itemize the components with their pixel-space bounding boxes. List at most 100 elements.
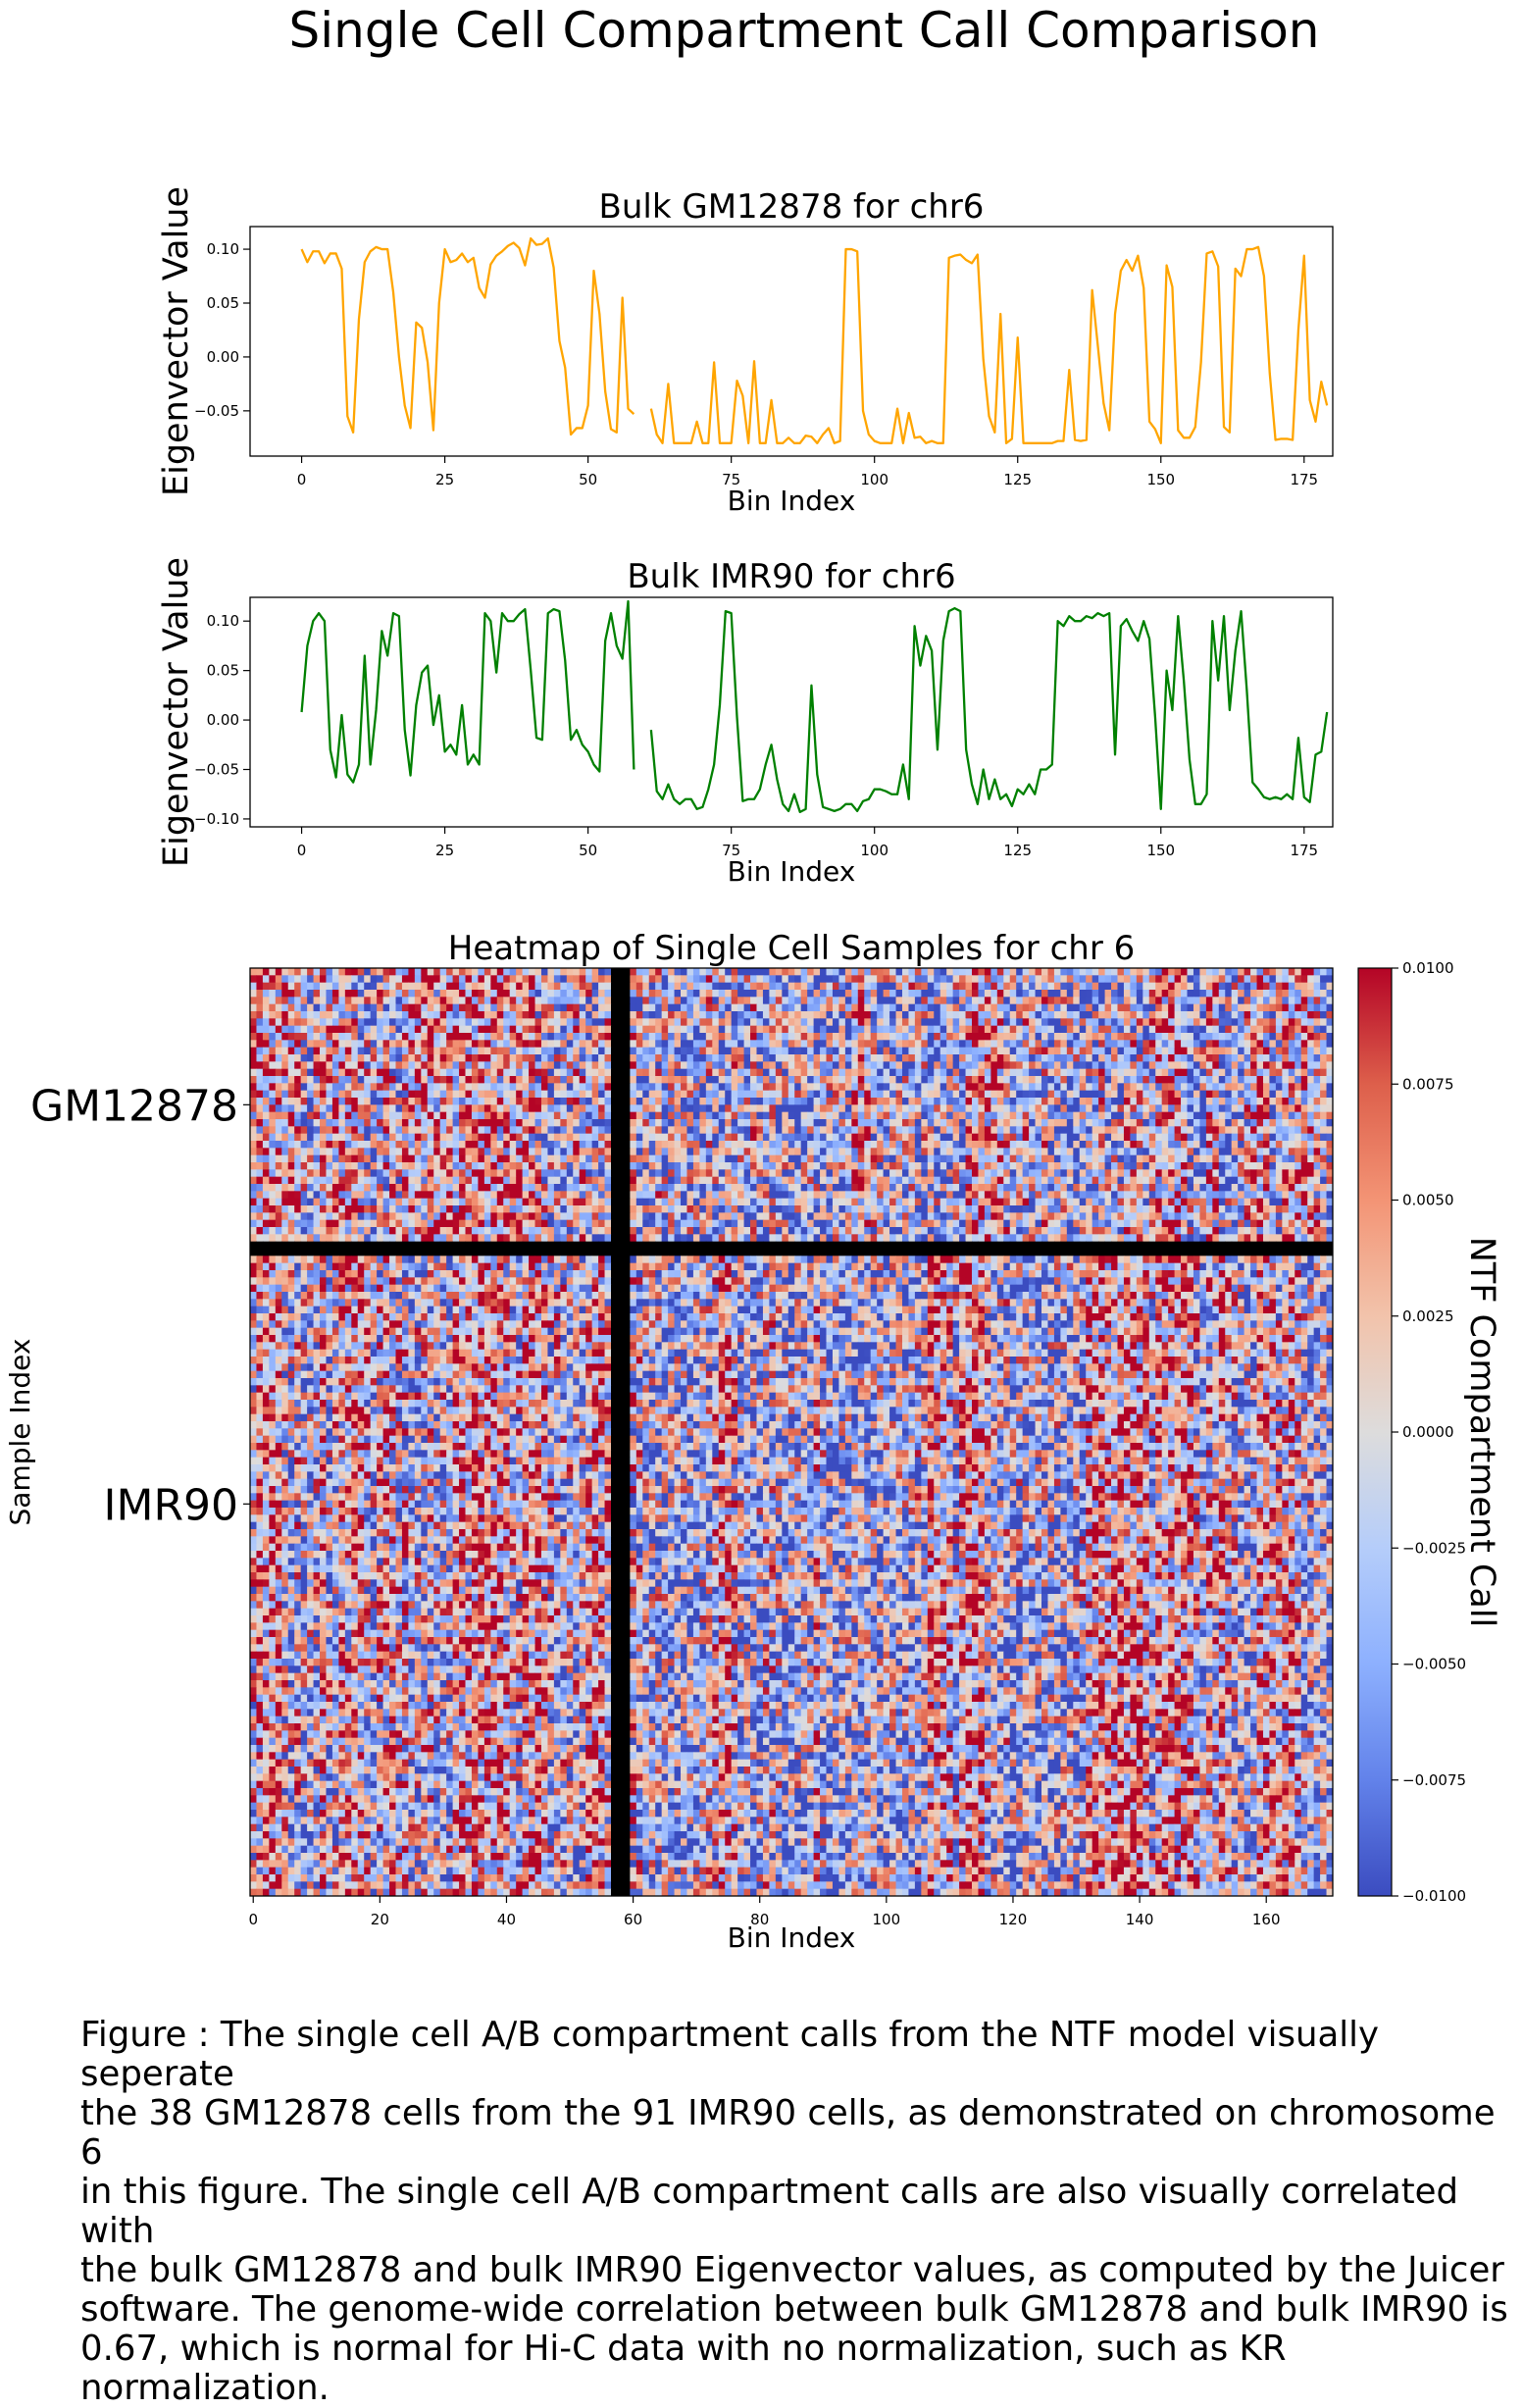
heatmap-cell — [440, 1134, 447, 1142]
heatmap-cell — [1181, 1141, 1188, 1149]
heatmap-cell — [516, 1169, 523, 1177]
heatmap-cell — [395, 1083, 402, 1091]
heatmap-cell — [1175, 1076, 1182, 1084]
heatmap-cell — [1047, 1112, 1054, 1120]
heatmap-cell — [1212, 1061, 1219, 1069]
imr90-ytick-label: 0.05 — [207, 662, 239, 680]
heatmap-cell — [389, 1126, 396, 1134]
heatmap-cell — [1067, 1048, 1074, 1055]
heatmap-cell — [472, 1076, 479, 1084]
heatmap-cell — [281, 990, 288, 998]
heatmap-cell — [871, 1011, 878, 1019]
heatmap-cell — [428, 1119, 434, 1127]
heatmap-cell — [769, 1018, 776, 1026]
heatmap-cell — [871, 1169, 878, 1177]
heatmap-cell — [358, 1011, 365, 1019]
heatmap-cell — [510, 1018, 517, 1026]
heatmap-cell — [421, 997, 428, 1004]
heatmap-cell — [1320, 1155, 1327, 1163]
heatmap-cell — [547, 983, 554, 991]
heatmap-cell — [953, 1119, 960, 1127]
heatmap-cell — [719, 975, 726, 983]
heatmap-cell — [1289, 1011, 1295, 1019]
heatmap-cell — [1225, 1091, 1232, 1099]
heatmap-cell — [326, 1104, 332, 1112]
heatmap-cell — [1111, 1018, 1118, 1026]
gm12878-line-segment — [651, 247, 1327, 443]
heatmap-cell — [769, 990, 776, 998]
heatmap-cell — [928, 1011, 935, 1019]
heatmap-cell — [1301, 1126, 1308, 1134]
heatmap-cell — [1130, 1091, 1137, 1099]
heatmap-cell — [681, 983, 687, 991]
heatmap-cell — [1314, 1011, 1321, 1019]
heatmap-cell — [529, 1169, 535, 1177]
heatmap-cell — [516, 1162, 523, 1170]
heatmap-cell — [364, 1054, 371, 1062]
heatmap-cell — [814, 1076, 821, 1084]
heatmap-cell — [732, 1134, 738, 1142]
heatmap-cell — [807, 1076, 814, 1084]
heatmap-cell — [1175, 1061, 1182, 1069]
heatmap-cell — [250, 968, 257, 976]
heatmap-cell — [884, 1119, 890, 1127]
heatmap-cell — [756, 990, 763, 998]
gm12878-ytick-label: 0.10 — [207, 240, 239, 258]
heatmap-cell — [1047, 1018, 1054, 1026]
heatmap-cell — [314, 983, 321, 991]
heatmap-cell — [1073, 990, 1080, 998]
heatmap-cell — [686, 1098, 693, 1105]
heatmap-cell — [1111, 1083, 1118, 1091]
heatmap-cell — [966, 1083, 973, 1091]
heatmap-cell — [256, 983, 263, 991]
heatmap-cell — [636, 1076, 643, 1084]
heatmap-cell — [1232, 1148, 1239, 1155]
heatmap-cell — [446, 1011, 453, 1019]
heatmap-cell — [1307, 1011, 1314, 1019]
heatmap-cell — [585, 1076, 592, 1084]
heatmap-cell — [1111, 983, 1118, 991]
heatmap-cell — [1124, 1134, 1131, 1142]
heatmap-cell — [966, 990, 973, 998]
heatmap-cell — [744, 1011, 751, 1019]
heatmap-cell — [782, 1155, 788, 1163]
heatmap-cell — [466, 1040, 473, 1048]
heatmap-cell — [433, 1040, 440, 1048]
heatmap-cell — [567, 1018, 574, 1026]
heatmap-cell — [1307, 1091, 1314, 1099]
heatmap-cell — [908, 1076, 915, 1084]
heatmap-cell — [281, 1119, 288, 1127]
heatmap-cell — [1060, 1061, 1067, 1069]
heatmap-cell — [250, 1026, 257, 1034]
heatmap-cell — [1276, 1141, 1283, 1149]
heatmap-cell — [915, 1098, 922, 1105]
heatmap-cell — [554, 1119, 561, 1127]
heatmap-cell — [744, 1040, 751, 1048]
heatmap-cell — [985, 1026, 991, 1034]
heatmap-cell — [453, 1091, 460, 1099]
heatmap-cell — [921, 990, 928, 998]
heatmap-cell — [383, 1011, 390, 1019]
heatmap-cell — [1320, 1126, 1327, 1134]
heatmap-cell — [990, 1076, 997, 1084]
heatmap-cell — [472, 1091, 479, 1099]
heatmap-cell — [1276, 1134, 1283, 1142]
heatmap-cell — [1003, 1083, 1010, 1091]
heatmap-cell — [756, 1069, 763, 1077]
heatmap-cell — [1289, 1141, 1295, 1149]
heatmap-cell — [516, 1119, 523, 1127]
heatmap-cell — [706, 968, 713, 976]
heatmap-cell — [371, 1119, 378, 1127]
heatmap-cell — [1047, 1155, 1054, 1163]
heatmap-cell — [1320, 1076, 1327, 1084]
heatmap-cell — [440, 1011, 447, 1019]
heatmap-cell — [776, 1162, 783, 1170]
heatmap-cell — [1193, 1076, 1200, 1084]
heatmap-cell — [1047, 1126, 1054, 1134]
heatmap-cell — [377, 1126, 383, 1134]
heatmap-cell — [371, 1134, 378, 1142]
heatmap-cell — [510, 1076, 517, 1084]
heatmap-cell — [1111, 1054, 1118, 1062]
heatmap-cell — [1092, 1011, 1099, 1019]
heatmap-cell — [446, 1104, 453, 1112]
